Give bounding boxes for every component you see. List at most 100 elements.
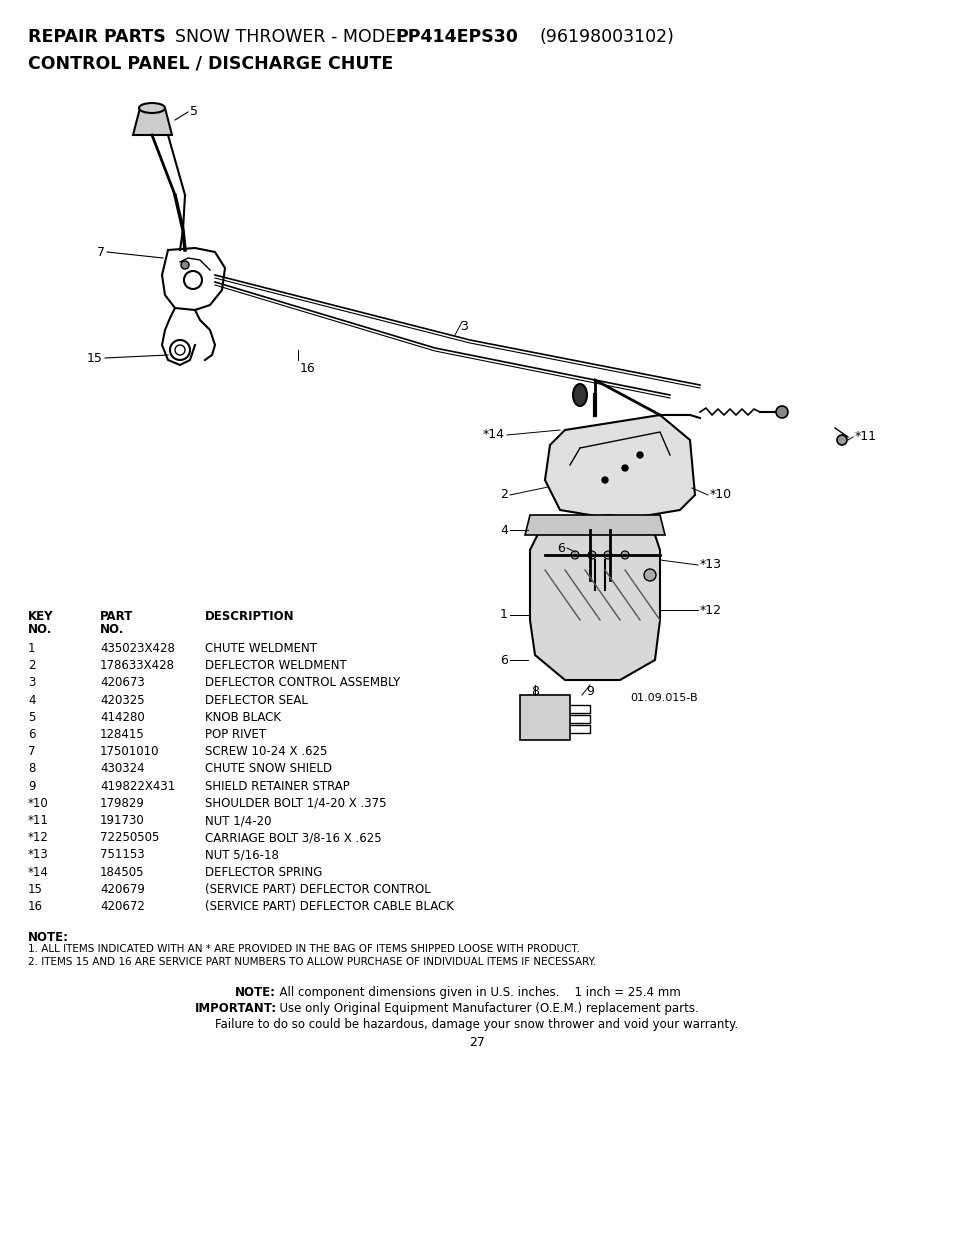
- Circle shape: [603, 551, 612, 559]
- Text: 2: 2: [28, 659, 35, 672]
- Text: *13: *13: [700, 558, 721, 572]
- Text: 4: 4: [28, 694, 35, 706]
- Text: NO.: NO.: [28, 622, 52, 636]
- Text: All component dimensions given in U.S. inches.    1 inch = 25.4 mm: All component dimensions given in U.S. i…: [272, 987, 680, 999]
- Circle shape: [836, 435, 846, 445]
- Text: 9: 9: [28, 779, 35, 793]
- Circle shape: [643, 569, 656, 580]
- Text: 7: 7: [97, 246, 105, 258]
- Text: 01.09.015-B: 01.09.015-B: [629, 693, 697, 703]
- Text: 5: 5: [28, 711, 35, 724]
- Text: DESCRIPTION: DESCRIPTION: [205, 610, 294, 622]
- Text: DEFLECTOR SEAL: DEFLECTOR SEAL: [205, 694, 308, 706]
- Text: NUT 5/16-18: NUT 5/16-18: [205, 848, 278, 861]
- Text: 3: 3: [28, 677, 35, 689]
- Text: Use only Original Equipment Manufacturer (O.E.M.) replacement parts.: Use only Original Equipment Manufacturer…: [272, 1002, 698, 1015]
- Circle shape: [775, 406, 787, 417]
- Text: 16: 16: [28, 900, 43, 913]
- Text: *14: *14: [28, 866, 49, 878]
- Text: PP414EPS30: PP414EPS30: [395, 28, 517, 46]
- Text: NUT 1/4-20: NUT 1/4-20: [205, 814, 272, 827]
- Text: *14: *14: [482, 429, 504, 441]
- Ellipse shape: [573, 384, 586, 406]
- Text: PART: PART: [100, 610, 133, 622]
- Text: 15: 15: [28, 883, 43, 895]
- Text: KNOB BLACK: KNOB BLACK: [205, 711, 281, 724]
- Text: DEFLECTOR CONTROL ASSEMBLY: DEFLECTOR CONTROL ASSEMBLY: [205, 677, 400, 689]
- Text: 435023X428: 435023X428: [100, 642, 174, 655]
- Text: 414280: 414280: [100, 711, 145, 724]
- Text: 5: 5: [190, 105, 198, 119]
- Text: NOTE:: NOTE:: [28, 931, 69, 945]
- Text: 3: 3: [459, 320, 467, 333]
- Text: IMPORTANT:: IMPORTANT:: [194, 1002, 276, 1015]
- Text: SHOULDER BOLT 1/4-20 X .375: SHOULDER BOLT 1/4-20 X .375: [205, 797, 386, 810]
- Text: REPAIR PARTS: REPAIR PARTS: [28, 28, 166, 46]
- Polygon shape: [132, 107, 172, 135]
- Text: 6: 6: [499, 653, 507, 667]
- Text: 430324: 430324: [100, 762, 145, 776]
- Text: 17501010: 17501010: [100, 745, 159, 758]
- Text: 420679: 420679: [100, 883, 145, 895]
- Text: CHUTE SNOW SHIELD: CHUTE SNOW SHIELD: [205, 762, 332, 776]
- Text: CHUTE WELDMENT: CHUTE WELDMENT: [205, 642, 316, 655]
- Text: 16: 16: [299, 362, 315, 375]
- Text: 8: 8: [531, 685, 538, 698]
- Text: NO.: NO.: [100, 622, 124, 636]
- Text: 6: 6: [28, 727, 35, 741]
- Text: 27: 27: [469, 1036, 484, 1050]
- Circle shape: [620, 551, 628, 559]
- Text: 179829: 179829: [100, 797, 145, 810]
- Text: 191730: 191730: [100, 814, 145, 827]
- Text: 1: 1: [499, 609, 507, 621]
- Text: (SERVICE PART) DEFLECTOR CONTROL: (SERVICE PART) DEFLECTOR CONTROL: [205, 883, 431, 895]
- Text: SCREW 10-24 X .625: SCREW 10-24 X .625: [205, 745, 327, 758]
- Text: 419822X431: 419822X431: [100, 779, 175, 793]
- Text: *12: *12: [700, 604, 721, 616]
- Circle shape: [587, 551, 596, 559]
- Text: Failure to do so could be hazardous, damage your snow thrower and void your warr: Failure to do so could be hazardous, dam…: [215, 1018, 738, 1031]
- Text: 6: 6: [557, 541, 564, 555]
- Text: 2. ITEMS 15 AND 16 ARE SERVICE PART NUMBERS TO ALLOW PURCHASE OF INDIVIDUAL ITEM: 2. ITEMS 15 AND 16 ARE SERVICE PART NUMB…: [28, 957, 596, 967]
- Text: 72250505: 72250505: [100, 831, 159, 845]
- Text: 8: 8: [28, 762, 35, 776]
- Circle shape: [601, 477, 607, 483]
- Text: CARRIAGE BOLT 3/8-16 X .625: CARRIAGE BOLT 3/8-16 X .625: [205, 831, 381, 845]
- Text: *12: *12: [28, 831, 49, 845]
- Text: KEY: KEY: [28, 610, 53, 622]
- Text: 1: 1: [28, 642, 35, 655]
- Text: (96198003102): (96198003102): [539, 28, 674, 46]
- Text: 7: 7: [28, 745, 35, 758]
- Text: 420673: 420673: [100, 677, 145, 689]
- Text: POP RIVET: POP RIVET: [205, 727, 266, 741]
- Text: 9: 9: [585, 685, 594, 698]
- Text: 4: 4: [499, 524, 507, 536]
- Text: (SERVICE PART) DEFLECTOR CABLE BLACK: (SERVICE PART) DEFLECTOR CABLE BLACK: [205, 900, 454, 913]
- Text: 420672: 420672: [100, 900, 145, 913]
- Text: 128415: 128415: [100, 727, 145, 741]
- Text: *13: *13: [28, 848, 49, 861]
- Text: DEFLECTOR SPRING: DEFLECTOR SPRING: [205, 866, 322, 878]
- Text: 184505: 184505: [100, 866, 144, 878]
- Text: 15: 15: [87, 352, 103, 364]
- Text: SNOW THROWER - MODEL: SNOW THROWER - MODEL: [174, 28, 411, 46]
- Circle shape: [621, 466, 627, 471]
- Text: 751153: 751153: [100, 848, 145, 861]
- Ellipse shape: [139, 103, 165, 112]
- Polygon shape: [544, 415, 695, 520]
- Circle shape: [571, 551, 578, 559]
- Text: *10: *10: [28, 797, 49, 810]
- Text: SHIELD RETAINER STRAP: SHIELD RETAINER STRAP: [205, 779, 350, 793]
- Text: DEFLECTOR WELDMENT: DEFLECTOR WELDMENT: [205, 659, 346, 672]
- Text: 420325: 420325: [100, 694, 145, 706]
- Polygon shape: [519, 695, 569, 740]
- Text: CONTROL PANEL / DISCHARGE CHUTE: CONTROL PANEL / DISCHARGE CHUTE: [28, 56, 393, 73]
- Text: NOTE:: NOTE:: [234, 987, 275, 999]
- Text: 178633X428: 178633X428: [100, 659, 174, 672]
- Text: *11: *11: [28, 814, 49, 827]
- Polygon shape: [530, 515, 659, 680]
- Polygon shape: [524, 515, 664, 535]
- Text: 1. ALL ITEMS INDICATED WITH AN * ARE PROVIDED IN THE BAG OF ITEMS SHIPPED LOOSE : 1. ALL ITEMS INDICATED WITH AN * ARE PRO…: [28, 945, 579, 955]
- Text: *10: *10: [709, 489, 731, 501]
- Circle shape: [181, 261, 189, 269]
